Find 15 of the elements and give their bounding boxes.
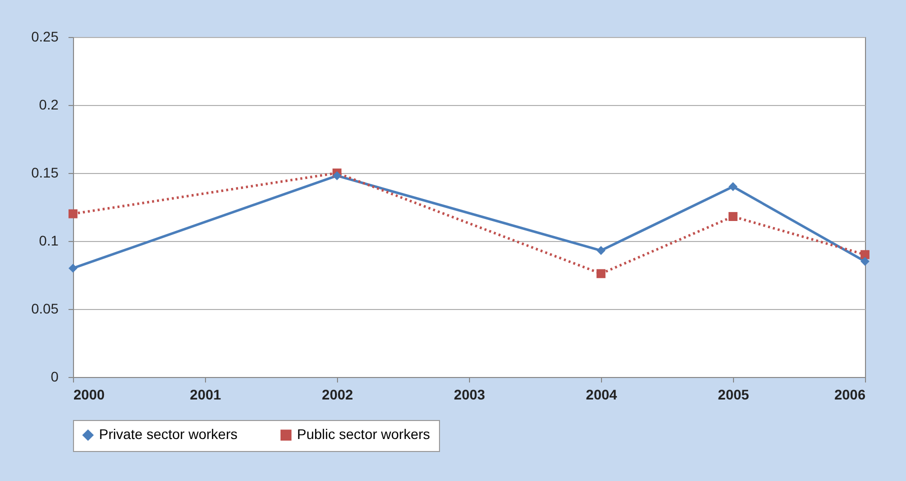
x-tick-label: 2002 (322, 386, 354, 402)
legend-label: Private sector workers (99, 426, 238, 442)
y-tick-label: 0.15 (31, 164, 59, 180)
y-tick-label: 0.25 (31, 28, 59, 44)
y-tick-label: 0.2 (39, 96, 59, 112)
x-tick-label: 2001 (190, 386, 222, 402)
legend-label: Public sector workers (297, 426, 430, 442)
x-tick-label: 2004 (586, 386, 618, 402)
y-tick-label: 0 (50, 368, 59, 384)
x-tick-label: 2005 (718, 386, 750, 402)
x-tick-label: 2003 (454, 386, 486, 402)
x-tick-label: 2006 (834, 386, 866, 402)
y-tick-label: 0.1 (39, 232, 59, 248)
y-tick-label: 0.05 (31, 300, 59, 316)
x-tick-label: 2000 (74, 386, 105, 402)
